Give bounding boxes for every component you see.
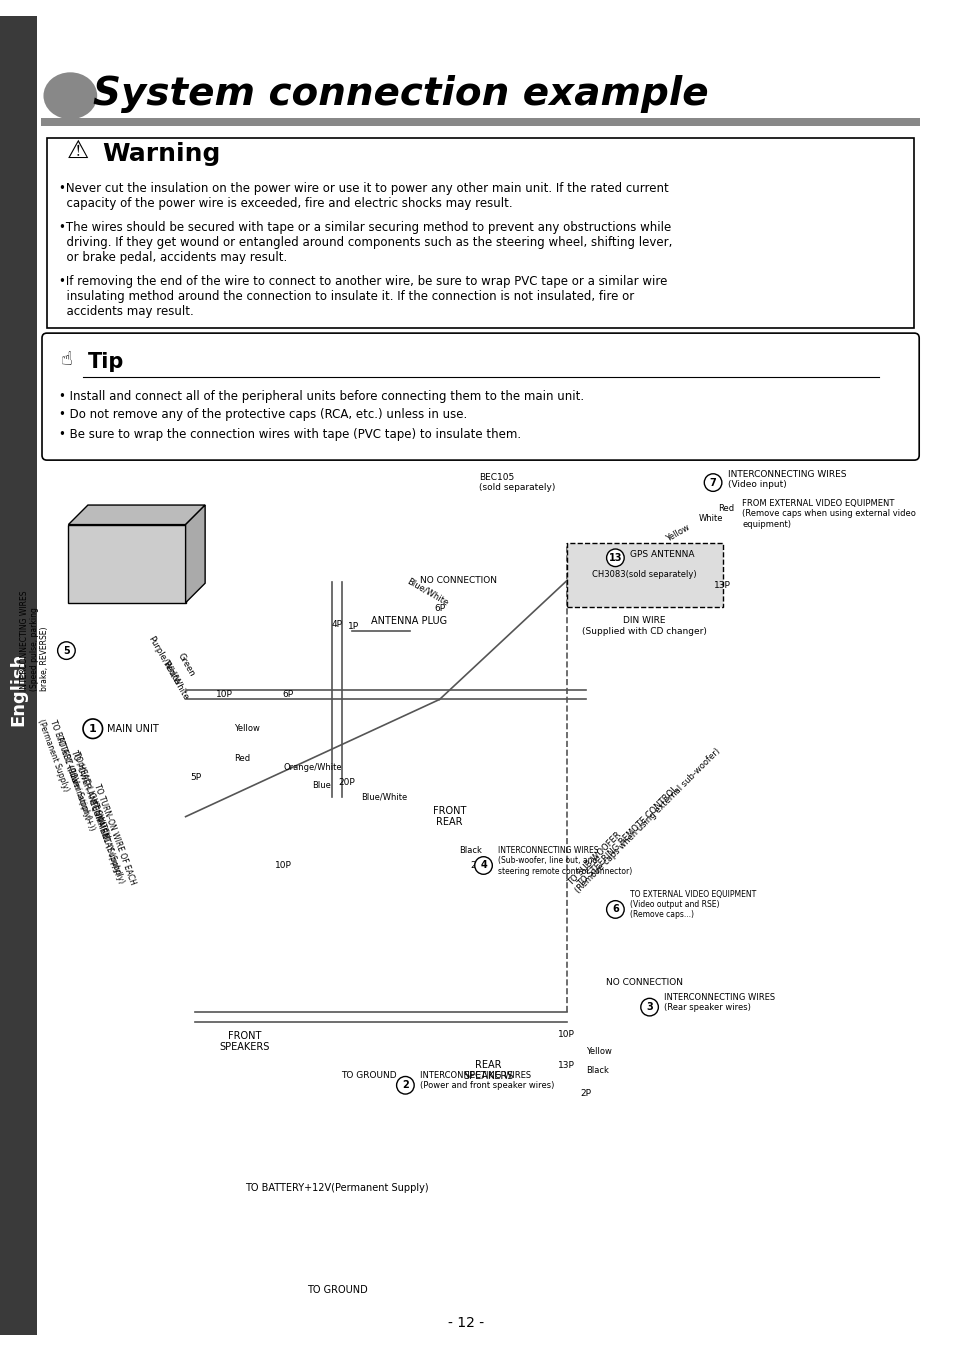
Text: System connection example: System connection example — [92, 74, 708, 112]
Text: 4P: 4P — [331, 620, 342, 628]
Text: Yellow: Yellow — [663, 523, 690, 543]
Text: Warning: Warning — [103, 142, 221, 166]
FancyBboxPatch shape — [566, 543, 722, 607]
Text: REAR
SPEAKERS: REAR SPEAKERS — [463, 1059, 513, 1081]
Text: INTERCONNECTING WIRES
(Speed pulse, parking
brake, REVERSE): INTERCONNECTING WIRES (Speed pulse, park… — [19, 590, 50, 692]
Text: ANTENNA PLUG: ANTENNA PLUG — [371, 616, 447, 627]
Text: 10P: 10P — [216, 690, 233, 698]
Circle shape — [640, 998, 658, 1016]
Text: FROM EXTERNAL VIDEO EQUIPMENT
(Remove caps when using external video
equipment): FROM EXTERNAL VIDEO EQUIPMENT (Remove ca… — [741, 499, 915, 528]
Text: TO EXTERNAL VIDEO EQUIPMENT
(Video output and RSE)
(Remove caps...): TO EXTERNAL VIDEO EQUIPMENT (Video outpu… — [629, 890, 756, 920]
Text: Yellow: Yellow — [585, 1047, 611, 1055]
FancyBboxPatch shape — [41, 119, 920, 126]
Circle shape — [475, 857, 492, 874]
Text: BEC105
(sold separately): BEC105 (sold separately) — [478, 473, 555, 492]
Text: 10P: 10P — [558, 1029, 575, 1039]
Text: •The wires should be secured with tape or a similar securing method to prevent a: •The wires should be secured with tape o… — [58, 220, 671, 263]
Circle shape — [606, 901, 623, 919]
Text: TO GROUND: TO GROUND — [341, 1071, 396, 1079]
Text: •If removing the end of the wire to connect to another wire, be sure to wrap PVC: •If removing the end of the wire to conn… — [58, 274, 666, 317]
Text: TO HEAD LIGHT SWITCH
(Illumination (+)): TO HEAD LIGHT SWITCH (Illumination (+)) — [61, 751, 111, 843]
Text: TO SUB-WOOFER
(Remove caps when using external sub-woofer): TO SUB-WOOFER (Remove caps when using ex… — [566, 739, 721, 894]
Circle shape — [396, 1077, 414, 1094]
Text: English: English — [10, 653, 28, 727]
Text: Blue/White: Blue/White — [405, 577, 450, 608]
Text: TO TURN-ON WIRE OF EACH
EQUIPMENT (Supply): TO TURN-ON WIRE OF EACH EQUIPMENT (Suppl… — [82, 782, 136, 890]
Text: - 12 -: - 12 - — [447, 1316, 483, 1329]
Text: TO GROUND: TO GROUND — [306, 1285, 367, 1296]
Text: White: White — [698, 515, 722, 523]
Polygon shape — [69, 524, 186, 603]
Text: TO BATTERY+12V
(Permanent Supply): TO BATTERY+12V (Permanent Supply) — [36, 715, 81, 792]
Text: 10P: 10P — [274, 861, 292, 870]
FancyBboxPatch shape — [47, 138, 913, 328]
Text: Yellow: Yellow — [234, 724, 260, 734]
Text: FRONT
REAR: FRONT REAR — [433, 805, 465, 827]
Text: 4: 4 — [479, 861, 486, 870]
Text: Blue: Blue — [313, 781, 331, 790]
FancyBboxPatch shape — [42, 334, 919, 461]
Text: • Install and connect all of the peripheral units before connecting them to the : • Install and connect all of the periphe… — [58, 390, 583, 403]
Text: INTERCONNECTING WIRES
(Video input): INTERCONNECTING WIRES (Video input) — [727, 470, 845, 489]
Text: Blue/White: Blue/White — [361, 793, 407, 801]
Text: Black: Black — [458, 846, 481, 855]
Polygon shape — [186, 505, 205, 603]
Text: INTERCONNECTING WIRES
(Power and front speaker wires): INTERCONNECTING WIRES (Power and front s… — [419, 1071, 554, 1090]
Circle shape — [83, 719, 103, 739]
Text: Red: Red — [718, 504, 733, 513]
Text: TO POWER ANTENNA RELAY (Supply): TO POWER ANTENNA RELAY (Supply) — [70, 748, 126, 885]
Text: 7: 7 — [709, 477, 716, 488]
Text: ☝: ☝ — [60, 350, 72, 369]
Text: INTERCONNECTING WIRES
(Rear speaker wires): INTERCONNECTING WIRES (Rear speaker wire… — [663, 993, 775, 1012]
Text: 3: 3 — [645, 1002, 652, 1012]
Text: •Never cut the insulation on the power wire or use it to power any other main un: •Never cut the insulation on the power w… — [58, 182, 668, 209]
Text: 2: 2 — [401, 1081, 408, 1090]
Text: 13: 13 — [608, 553, 621, 563]
Text: TO BATTERY+12V(Permanent Supply): TO BATTERY+12V(Permanent Supply) — [245, 1183, 428, 1193]
Text: MAIN UNIT: MAIN UNIT — [108, 724, 159, 734]
Text: Green: Green — [175, 651, 196, 678]
Text: DIN WIRE
(Supplied with CD changer): DIN WIRE (Supplied with CD changer) — [581, 616, 706, 636]
Text: GPS ANTENNA: GPS ANTENNA — [629, 550, 694, 559]
Text: CH3083(sold separately): CH3083(sold separately) — [592, 570, 697, 580]
Text: Orange/White: Orange/White — [283, 763, 341, 773]
Text: 13P: 13P — [714, 581, 731, 589]
Text: 2P: 2P — [580, 1089, 591, 1097]
Text: Red/White: Red/White — [161, 659, 191, 701]
Text: 20P: 20P — [470, 861, 487, 870]
Text: 5P: 5P — [190, 773, 201, 782]
Text: 5: 5 — [63, 646, 70, 655]
Text: INTERCONNECTING WIRES
(Sub-woofer, line out, and
steering remote control connect: INTERCONNECTING WIRES (Sub-woofer, line … — [497, 846, 632, 875]
Text: Red: Red — [234, 754, 251, 762]
Text: 1P: 1P — [348, 621, 358, 631]
Ellipse shape — [44, 73, 97, 119]
Text: 20P: 20P — [338, 778, 355, 788]
Text: Tip: Tip — [88, 353, 124, 373]
Circle shape — [57, 642, 75, 659]
Text: NO CONNECTION: NO CONNECTION — [419, 576, 497, 585]
Text: NO CONNECTION: NO CONNECTION — [605, 978, 682, 988]
Text: • Be sure to wrap the connection wires with tape (PVC tape) to insulate them.: • Be sure to wrap the connection wires w… — [58, 428, 520, 440]
Text: 1: 1 — [89, 724, 96, 734]
Text: 6P: 6P — [434, 604, 445, 613]
Text: 6: 6 — [612, 904, 618, 915]
Circle shape — [703, 474, 721, 492]
Text: Black: Black — [585, 1066, 608, 1075]
Text: ⚠: ⚠ — [67, 138, 90, 162]
Text: 13P: 13P — [558, 1062, 575, 1070]
Text: FRONT
SPEAKERS: FRONT SPEAKERS — [219, 1031, 269, 1052]
Text: 6P: 6P — [282, 690, 294, 698]
FancyBboxPatch shape — [0, 16, 37, 1335]
Text: TO ACC (Power Supply): TO ACC (Power Supply) — [53, 735, 92, 820]
Text: TO STEERING REMOTE CONTROL: TO STEERING REMOTE CONTROL — [576, 785, 679, 888]
Text: Purple/White: Purple/White — [147, 635, 181, 686]
Circle shape — [606, 549, 623, 566]
Polygon shape — [69, 505, 205, 524]
Text: • Do not remove any of the protective caps (RCA, etc.) unless in use.: • Do not remove any of the protective ca… — [58, 408, 466, 422]
